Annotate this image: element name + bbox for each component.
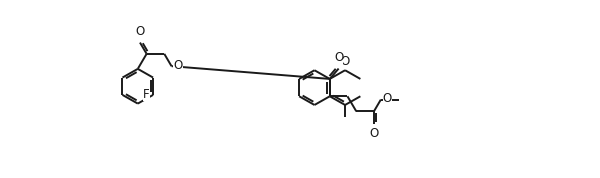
Text: O: O xyxy=(383,92,392,105)
Text: O: O xyxy=(340,54,350,67)
Text: O: O xyxy=(370,127,379,140)
Text: O: O xyxy=(136,25,145,38)
Text: O: O xyxy=(334,51,343,64)
Text: O: O xyxy=(173,59,182,72)
Text: F: F xyxy=(143,88,150,101)
